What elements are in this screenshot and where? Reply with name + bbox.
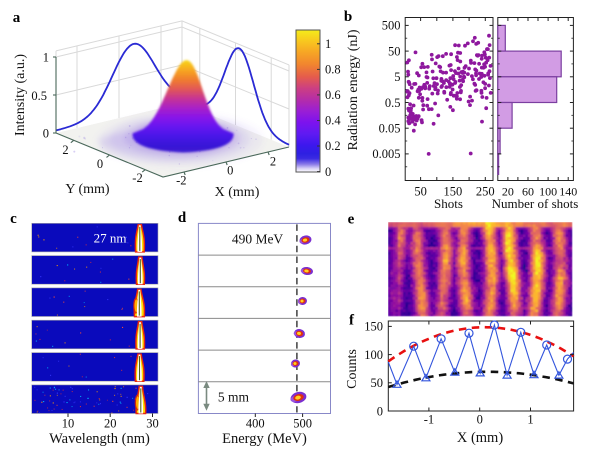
svg-text:Counts: Counts: [345, 349, 360, 389]
svg-text:b: b: [344, 9, 352, 25]
svg-text:0.2: 0.2: [325, 139, 341, 153]
svg-text:0.5: 0.5: [385, 96, 401, 110]
svg-text:50: 50: [388, 44, 401, 58]
svg-text:140: 140: [559, 185, 577, 199]
svg-text:27 nm: 27 nm: [94, 231, 127, 246]
svg-text:490 MeV: 490 MeV: [232, 232, 284, 247]
svg-text:0: 0: [227, 164, 233, 178]
svg-text:30: 30: [146, 417, 159, 431]
svg-text:1: 1: [43, 51, 49, 65]
svg-text:Radiation energy (nJ): Radiation energy (nJ): [346, 29, 361, 150]
svg-text:0: 0: [325, 165, 331, 179]
svg-text:0.005: 0.005: [372, 147, 400, 161]
svg-text:Number of shots: Number of shots: [492, 196, 579, 211]
svg-text:250: 250: [476, 185, 495, 199]
svg-text:0.05: 0.05: [379, 122, 401, 136]
svg-text:a: a: [13, 10, 21, 26]
svg-text:0.5: 0.5: [31, 89, 47, 103]
svg-text:150: 150: [364, 320, 383, 334]
svg-text:X (mm): X (mm): [215, 185, 260, 200]
svg-text:100: 100: [364, 348, 383, 362]
svg-text:150: 150: [444, 185, 463, 199]
svg-text:-2: -2: [176, 174, 186, 188]
svg-text:2: 2: [62, 143, 68, 157]
svg-text:5 mm: 5 mm: [218, 390, 250, 405]
svg-text:50: 50: [371, 376, 384, 390]
svg-text:0: 0: [377, 404, 383, 418]
svg-text:20: 20: [502, 185, 514, 199]
svg-text:2: 2: [270, 155, 276, 169]
svg-text:f: f: [349, 313, 355, 329]
svg-text:0.6: 0.6: [325, 88, 341, 102]
svg-text:Energy (MeV): Energy (MeV): [222, 431, 307, 447]
svg-text:100: 100: [539, 185, 557, 199]
svg-text:Shots: Shots: [434, 196, 463, 211]
svg-text:Wavelength (nm): Wavelength (nm): [49, 431, 150, 447]
svg-text:5: 5: [394, 70, 400, 84]
svg-text:d: d: [178, 210, 187, 226]
svg-text:500: 500: [293, 417, 312, 431]
svg-text:-2: -2: [132, 171, 142, 185]
svg-text:-1: -1: [424, 413, 434, 427]
svg-text:50: 50: [414, 185, 427, 199]
svg-text:Y (mm): Y (mm): [65, 182, 110, 197]
svg-text:0.8: 0.8: [325, 63, 341, 77]
svg-text:1: 1: [325, 37, 331, 51]
svg-text:20: 20: [104, 417, 117, 431]
svg-text:0.4: 0.4: [325, 114, 341, 128]
svg-text:0: 0: [43, 127, 49, 141]
svg-text:0: 0: [477, 413, 483, 427]
svg-text:Intensity (a.u.): Intensity (a.u.): [13, 54, 28, 136]
svg-text:X (mm): X (mm): [457, 430, 503, 446]
svg-text:400: 400: [246, 417, 265, 431]
svg-text:500: 500: [382, 19, 401, 33]
svg-text:c: c: [10, 211, 17, 227]
svg-text:e: e: [348, 212, 355, 228]
svg-text:0: 0: [97, 157, 103, 171]
svg-text:10: 10: [62, 417, 75, 431]
svg-text:60: 60: [522, 185, 534, 199]
svg-text:1: 1: [527, 413, 533, 427]
